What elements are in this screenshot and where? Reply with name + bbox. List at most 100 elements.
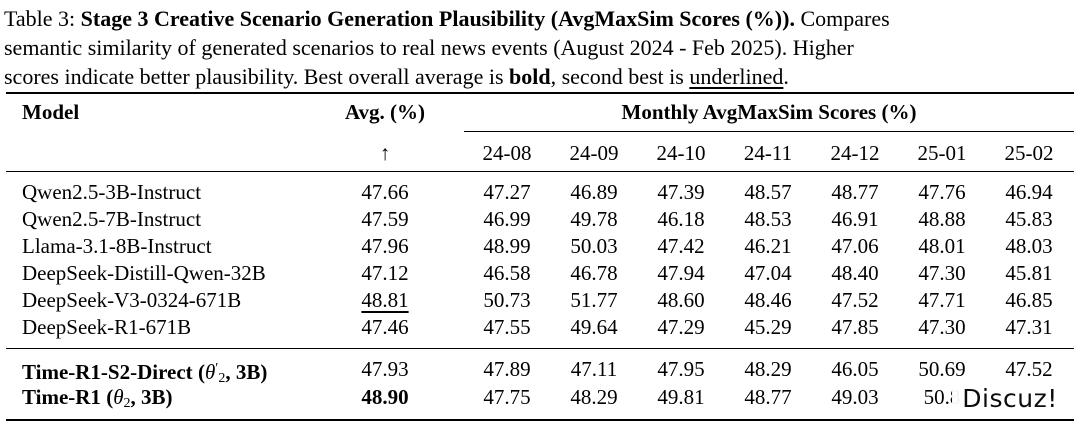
model-name-text: Time-R1	[22, 385, 101, 409]
theta-symbol: θ	[204, 360, 216, 384]
monthly-score: 47.85	[831, 315, 879, 339]
monthly-score: 47.39	[657, 180, 705, 204]
group-header-rule	[464, 131, 1074, 132]
monthly-score: 48.88	[918, 207, 966, 231]
header-avg: Avg. (%)	[344, 100, 426, 124]
monthly-score: 49.81	[657, 385, 705, 409]
monthly-score: 46.58	[483, 261, 531, 285]
header-month: 25-01	[917, 141, 967, 165]
header-month: 24-11	[743, 141, 793, 165]
monthly-score: 47.55	[483, 315, 531, 339]
monthly-score: 46.85	[1005, 288, 1053, 312]
header-rule	[6, 171, 1074, 172]
caption-text: , second best is	[550, 64, 690, 89]
header-month: 24-08	[482, 141, 532, 165]
monthly-score: 48.77	[831, 180, 879, 204]
monthly-score: 46.99	[483, 207, 531, 231]
header-month: 24-09	[569, 141, 619, 165]
monthly-score: 48.53	[744, 207, 792, 231]
monthly-score: 47.31	[1005, 315, 1053, 339]
header-month: 24-12	[830, 141, 880, 165]
monthly-score: 47.11	[570, 357, 618, 381]
caption-text: .	[783, 64, 789, 89]
caption-line-2: semantic similarity of generated scenari…	[4, 35, 854, 60]
monthly-score: 45.81	[1005, 261, 1053, 285]
monthly-score: 47.75	[483, 385, 531, 409]
header-month: 25-02	[1004, 141, 1054, 165]
discuz-watermark-logo: Discuz!	[952, 383, 1068, 415]
monthly-score: 49.78	[570, 207, 618, 231]
monthly-score: 48.60	[657, 288, 705, 312]
model-name: Qwen2.5-7B-Instruct	[22, 207, 202, 231]
monthly-score: 48.99	[483, 234, 531, 258]
monthly-score: 48.01	[918, 234, 966, 258]
caption-text: scores indicate better plausibility. Bes…	[4, 64, 510, 89]
monthly-score: 47.06	[831, 234, 879, 258]
monthly-score: 47.04	[744, 261, 792, 285]
monthly-score: 50.03	[570, 234, 618, 258]
monthly-score: 47.76	[918, 180, 966, 204]
monthly-score: 46.91	[831, 207, 879, 231]
monthly-score: 45.83	[1005, 207, 1053, 231]
avg-score: 48.81	[361, 288, 409, 312]
caption-underlined-word: underlined	[689, 64, 784, 89]
monthly-score: 47.30	[918, 261, 966, 285]
model-name: Qwen2.5-3B-Instruct	[22, 180, 202, 204]
monthly-score: 47.71	[918, 288, 966, 312]
model-name-suffix: , 3B)	[225, 360, 268, 384]
monthly-score: 48.77	[744, 385, 792, 409]
monthly-score: 49.64	[570, 315, 618, 339]
monthly-score: 45.29	[744, 315, 792, 339]
monthly-score: 47.89	[483, 357, 531, 381]
avg-score: 47.66	[361, 180, 409, 204]
monthly-score: 46.05	[831, 357, 879, 381]
table-caption: Table 3: Stage 3 Creative Scenario Gener…	[4, 4, 1076, 91]
model-name: DeepSeek-R1-671B	[22, 315, 192, 339]
top-rule	[6, 92, 1074, 94]
monthly-score: 47.52	[831, 288, 879, 312]
avg-score: 47.46	[361, 315, 409, 339]
model-name-text: Time-R1-S2-Direct	[22, 360, 193, 384]
monthly-score: 47.30	[918, 315, 966, 339]
model-name: DeepSeek-Distill-Qwen-32B	[22, 261, 266, 285]
monthly-score: 48.57	[744, 180, 792, 204]
monthly-score: 47.94	[657, 261, 705, 285]
monthly-score: 46.89	[570, 180, 618, 204]
monthly-score: 48.46	[744, 288, 792, 312]
monthly-score: 47.42	[657, 234, 705, 258]
monthly-score: 46.18	[657, 207, 705, 231]
monthly-score: 48.03	[1005, 234, 1053, 258]
monthly-score: 47.95	[657, 357, 705, 381]
model-name-paren: (	[100, 385, 114, 409]
caption-line-1: Table 3: Stage 3 Creative Scenario Gener…	[4, 4, 1076, 33]
bottom-rule	[6, 419, 1074, 421]
monthly-score: 50.73	[483, 288, 531, 312]
monthly-score: 48.29	[744, 357, 792, 381]
monthly-score: 49.03	[831, 385, 879, 409]
model-name: Llama-3.1-8B-Instruct	[22, 234, 212, 258]
header-month: 24-10	[656, 141, 706, 165]
caption-bold-word: bold	[509, 64, 551, 89]
avg-score: 47.12	[361, 261, 409, 285]
model-name: DeepSeek-V3-0324-671B	[22, 288, 242, 312]
monthly-score: 47.52	[1005, 357, 1053, 381]
theta-subscript: 2	[123, 396, 131, 411]
monthly-score: 47.27	[483, 180, 531, 204]
monthly-score: 48.29	[570, 385, 618, 409]
theta-prime: ′	[215, 361, 219, 376]
monthly-score: 48.40	[831, 261, 879, 285]
monthly-score: 50.69	[918, 357, 966, 381]
avg-score: 47.96	[361, 234, 409, 258]
caption-line-3: scores indicate better plausibility. Bes…	[4, 62, 1076, 91]
model-name: Time-R1 (θ2, 3B)	[22, 384, 173, 417]
caption-label: Table 3:	[4, 6, 81, 31]
model-name: Time-R1-S2-Direct (θ′2, 3B)	[22, 356, 267, 392]
model-name-suffix: , 3B)	[130, 385, 173, 409]
section-rule	[6, 348, 1074, 349]
header-avg-arrow: ↑	[379, 141, 391, 165]
monthly-score: 46.94	[1005, 180, 1053, 204]
header-monthly-group: Monthly AvgMaxSim Scores (%)	[621, 100, 917, 124]
avg-score: 47.59	[361, 207, 409, 231]
model-name-paren: (	[192, 360, 205, 384]
monthly-score: 46.78	[570, 261, 618, 285]
